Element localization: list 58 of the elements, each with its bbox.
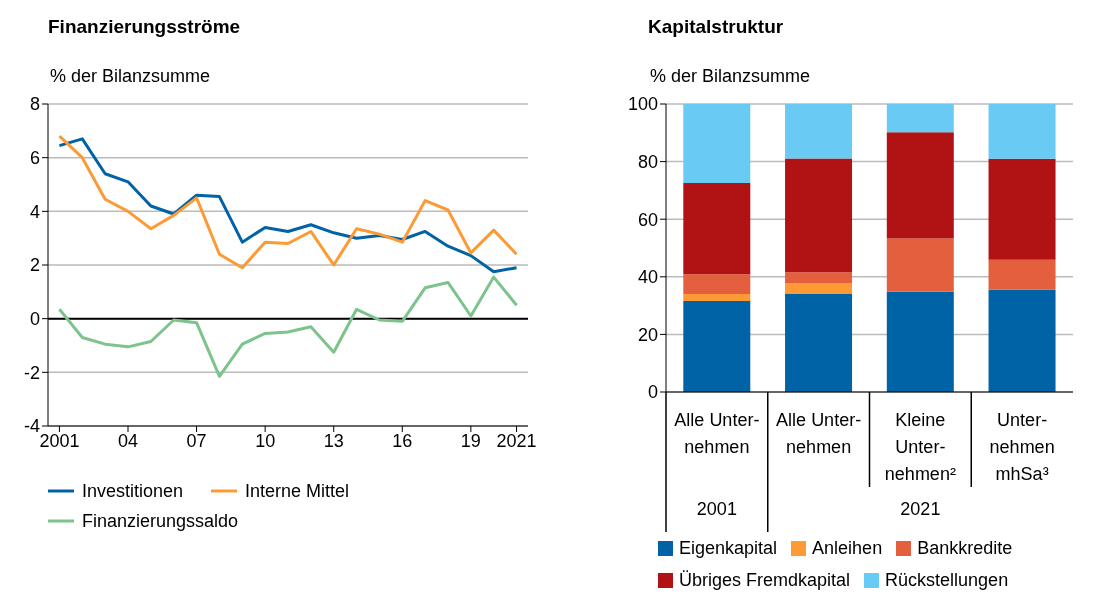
x-tick-label: 07 <box>186 430 207 451</box>
x-tick-label: 2021 <box>496 430 537 451</box>
line-series <box>57 275 519 378</box>
bar <box>683 294 751 301</box>
bar <box>683 104 751 183</box>
x-tick-label: Alle Unter- nehmen <box>776 410 862 457</box>
bar <box>785 272 853 284</box>
y-tick-label: 4 <box>29 201 40 222</box>
y-axis-title: % der Bilanzsumme <box>650 66 811 87</box>
y-tick-label: 20 <box>637 324 658 345</box>
bar <box>988 259 1056 290</box>
legend-label: Eigenkapital <box>679 537 778 560</box>
legend-label: Rückstellungen <box>885 569 1009 592</box>
bar <box>886 238 954 292</box>
y-tick-label: 0 <box>29 309 40 330</box>
y-tick-label: -2 <box>23 362 40 383</box>
bar <box>785 158 853 273</box>
x-tick-label: Kleine Unter- nehmen² <box>884 410 956 484</box>
text: 2001 <box>695 499 738 520</box>
legend-label: Anleihen <box>812 537 883 560</box>
x-tick-label: Alle Unter- nehmen <box>674 410 760 457</box>
x-tick-label: 19 <box>460 430 481 451</box>
bar <box>886 132 954 239</box>
y-tick-label: 100 <box>627 94 658 115</box>
x-tick-label: 04 <box>117 430 139 451</box>
x-tick-label: 13 <box>323 430 344 451</box>
y-tick-label: 40 <box>637 267 658 288</box>
legend-label: Übriges Fremdkapital <box>679 569 851 592</box>
y-tick-label: -4 <box>23 416 40 437</box>
bar <box>683 300 751 392</box>
bar <box>785 104 853 159</box>
y-tick-label: 0 <box>647 382 658 403</box>
bar <box>886 291 954 392</box>
y-tick-label: 60 <box>637 209 658 230</box>
bar <box>886 104 954 133</box>
legend-label: Interne Mittel <box>245 480 350 503</box>
y-tick-label: 6 <box>29 148 40 169</box>
y-tick-label: 2 <box>29 255 40 276</box>
legend-label: Bankkredite <box>917 537 1013 560</box>
bar <box>988 289 1056 392</box>
bar <box>988 104 1056 159</box>
legend-label: Finanzierungssaldo <box>82 510 239 533</box>
y-tick-label: 8 <box>29 94 40 115</box>
text: 2021 <box>899 499 942 520</box>
bar <box>785 283 853 294</box>
y-tick-label: 80 <box>637 151 658 172</box>
chart-title: Finanzierungsströme <box>48 16 241 38</box>
x-tick-label: Unter- nehmen mhSa³ <box>989 410 1055 484</box>
legend-label: Investitionen <box>82 480 184 503</box>
bar <box>683 182 751 275</box>
x-tick-label: 10 <box>255 430 276 451</box>
bar <box>785 293 853 392</box>
y-axis-title: % der Bilanzsumme <box>50 66 211 87</box>
bar <box>683 274 751 295</box>
bar <box>988 158 1056 260</box>
x-tick-label: 2001 <box>39 430 80 451</box>
chart-title: Kapitalstruktur <box>648 16 784 38</box>
x-tick-label: 16 <box>392 430 413 451</box>
